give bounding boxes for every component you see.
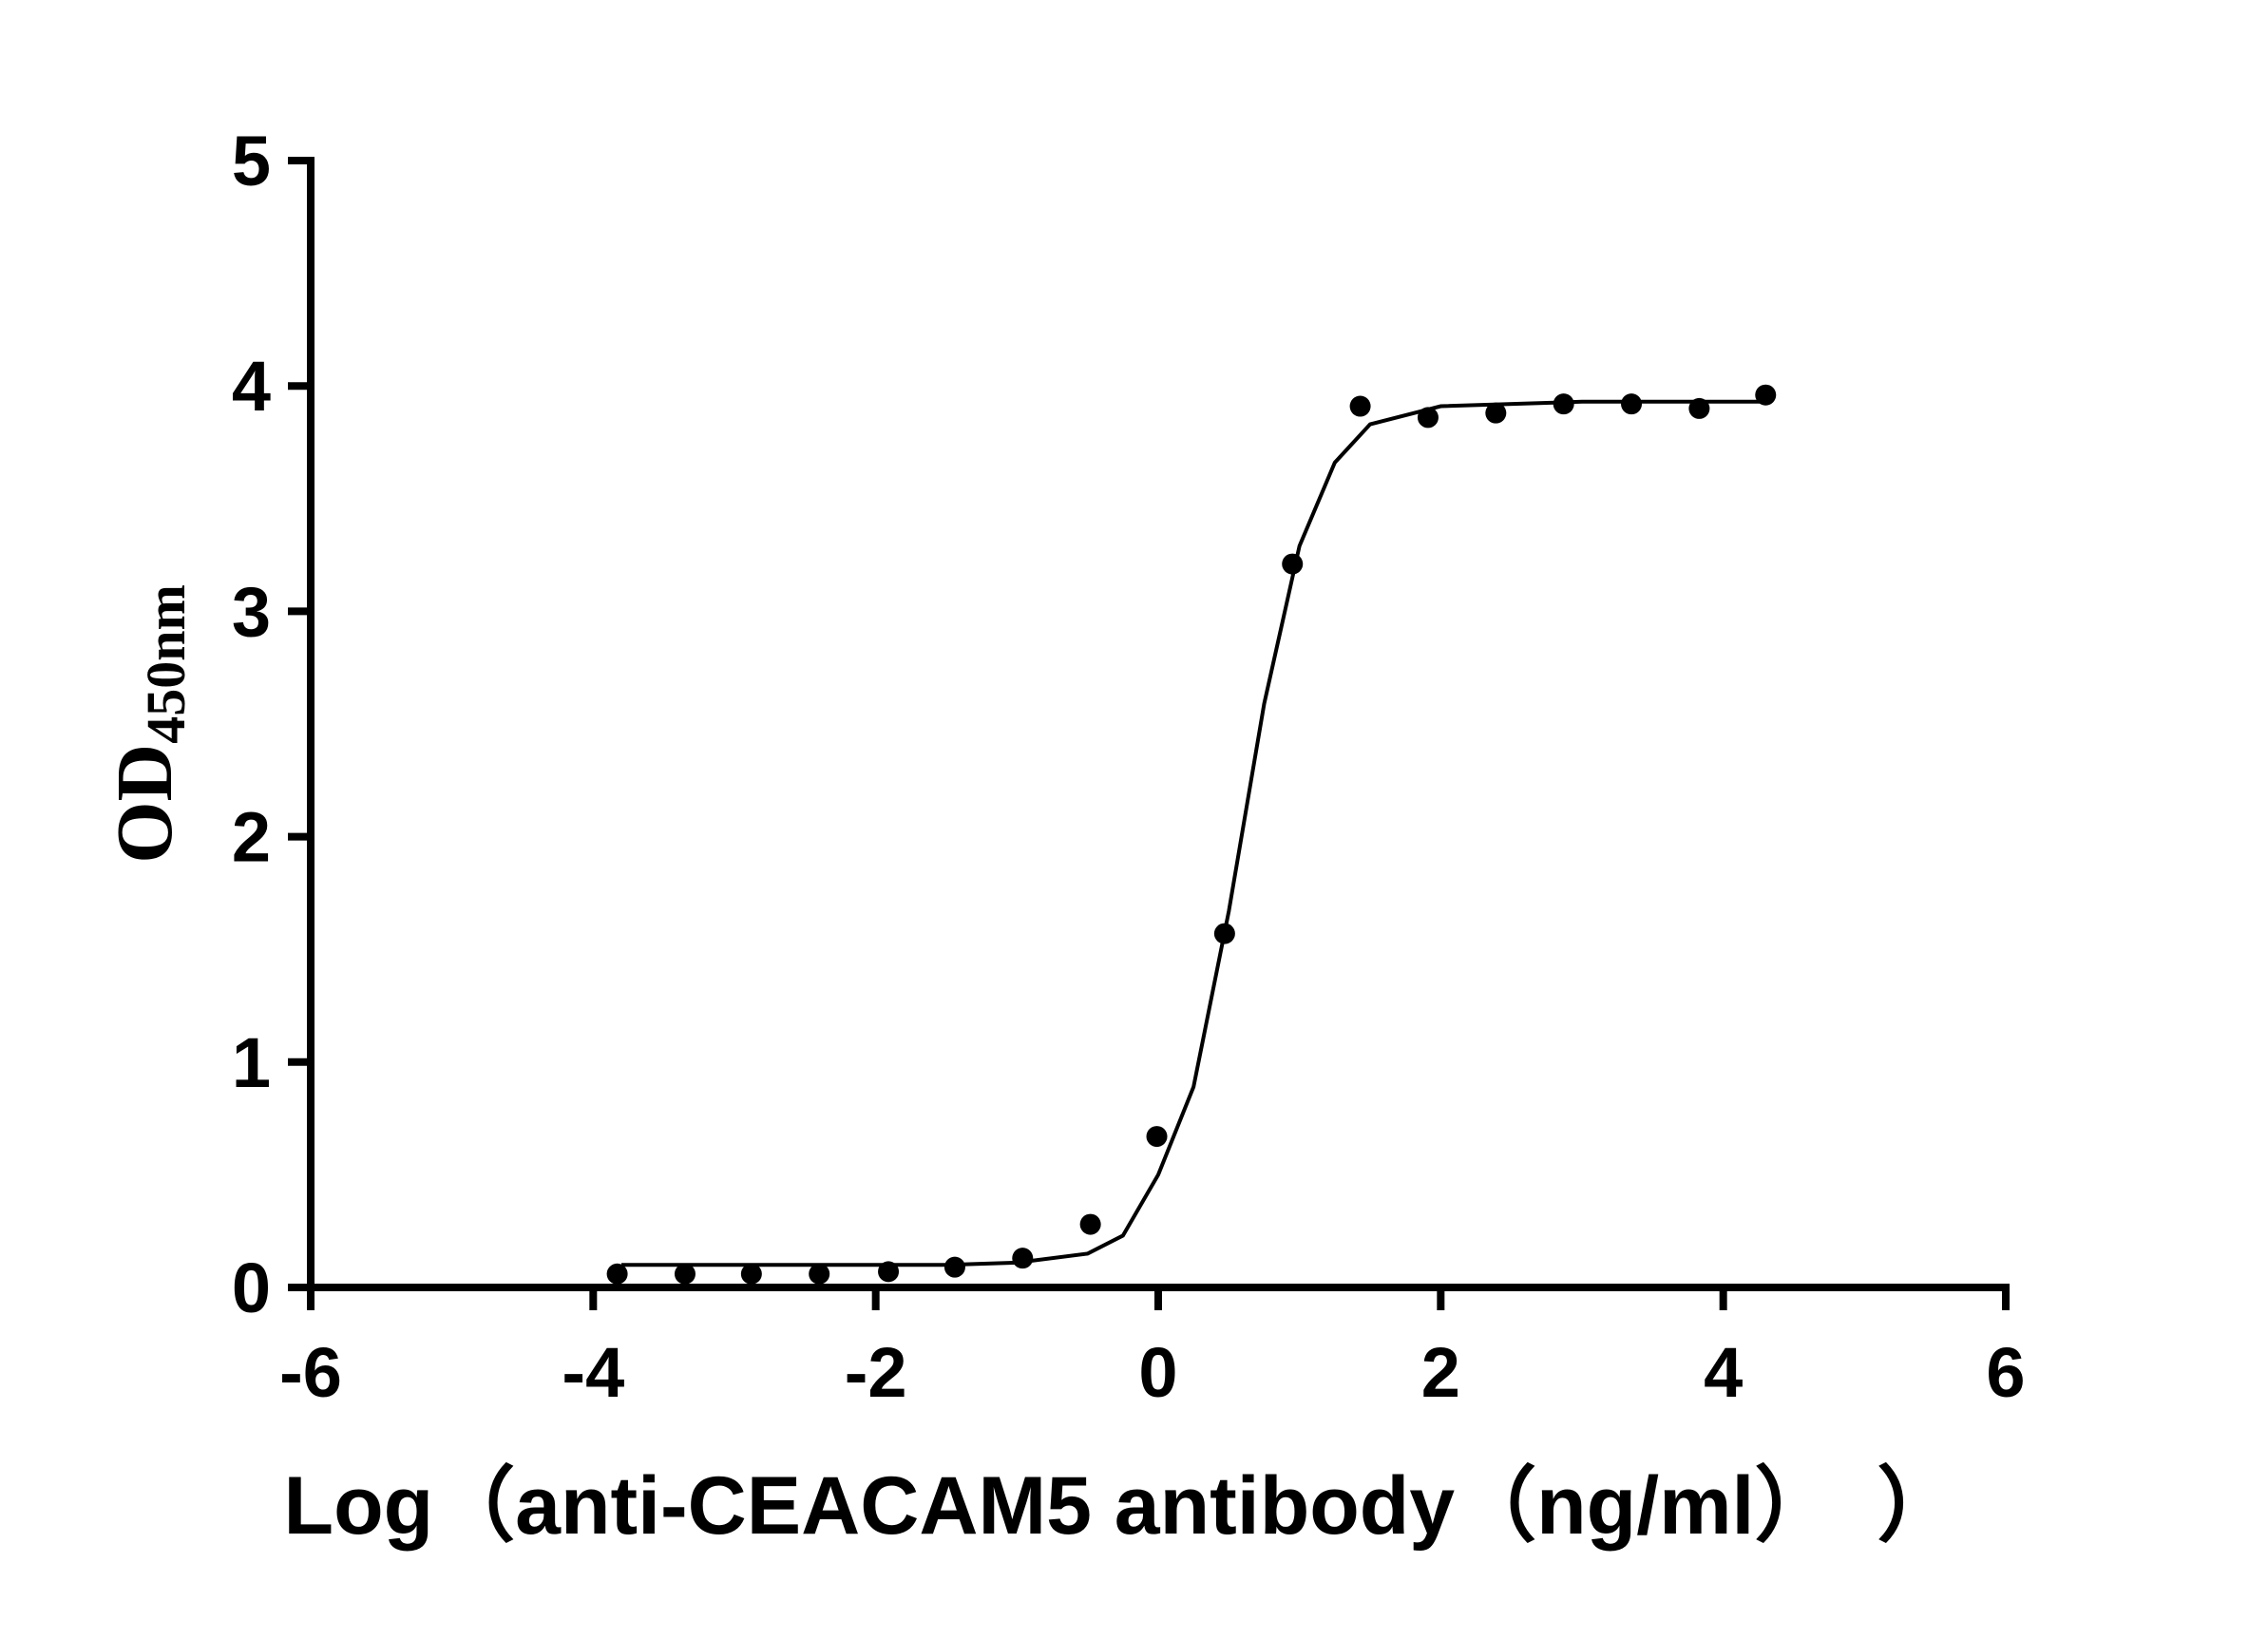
- y-tick-label: 5: [232, 122, 271, 200]
- data-point: [740, 1263, 762, 1285]
- y-tick-label: 3: [232, 572, 271, 651]
- y-tick-label: 2: [232, 798, 271, 877]
- x-tick-label: 0: [1138, 1333, 1177, 1412]
- x-tick-label: -2: [845, 1333, 907, 1412]
- data-point: [943, 1256, 965, 1278]
- x-tick-label: 4: [1704, 1333, 1743, 1412]
- y-axis-label: OD450nm: [101, 584, 197, 864]
- data-point: [1621, 393, 1643, 415]
- fit-curve: [621, 399, 1766, 1267]
- x-tick-label: -6: [279, 1333, 342, 1412]
- x-tick-label: 2: [1421, 1333, 1460, 1412]
- data-point: [674, 1263, 696, 1285]
- y-tick-label: 4: [232, 347, 271, 426]
- data-point: [1349, 395, 1371, 417]
- data-point: [1079, 1213, 1101, 1235]
- y-tick-label: 1: [232, 1023, 271, 1102]
- x-axis-label: Log（anti-CEACAM5 antibody（ng/ml） ）: [284, 1460, 1959, 1552]
- y-axis-label-sub: 450nm: [135, 584, 197, 744]
- data-point: [809, 1263, 830, 1285]
- data-point: [1146, 1126, 1168, 1148]
- x-tick-label: 6: [1986, 1333, 2025, 1412]
- data-point: [1012, 1248, 1034, 1269]
- x-tick-label: -4: [562, 1333, 624, 1412]
- y-axis-label-main: OD: [101, 744, 189, 864]
- data-point: [1485, 402, 1507, 424]
- y-tick-label: 0: [232, 1248, 271, 1327]
- data-point: [606, 1263, 628, 1285]
